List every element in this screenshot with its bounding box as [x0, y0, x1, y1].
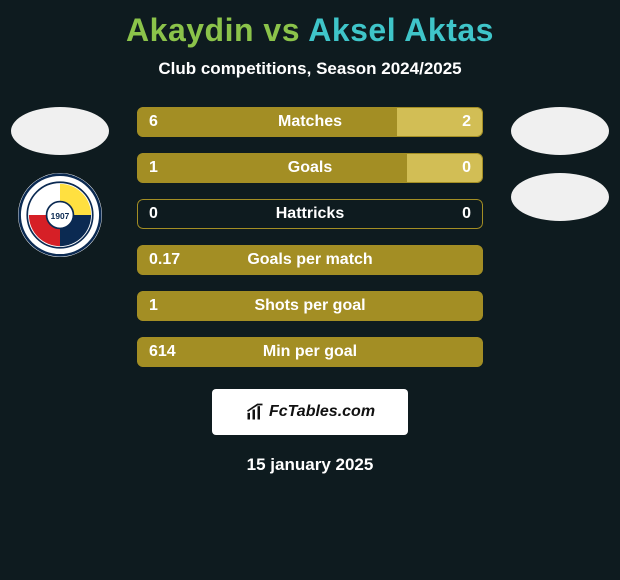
stat-label: Hattricks: [137, 199, 483, 229]
content: 1907 Matches62Goals10Hattricks00Goals pe…: [0, 107, 620, 475]
stat-value-right: 2: [462, 107, 471, 137]
player2-column: [510, 107, 610, 221]
subtitle: Club competitions, Season 2024/2025: [0, 59, 620, 79]
player1-name: Akaydin: [126, 12, 254, 48]
stat-label: Min per goal: [137, 337, 483, 367]
player1-column: 1907: [10, 107, 110, 257]
stat-row: Matches6 2: [137, 107, 483, 137]
footer-date: 15 january 2025: [0, 455, 620, 475]
stat-row: Min per goal614: [137, 337, 483, 367]
player2-photo: [511, 107, 609, 155]
player1-club-badge: 1907: [18, 173, 102, 257]
stat-label: Matches: [137, 107, 483, 137]
stat-value-left: 614: [149, 337, 176, 367]
stat-label: Shots per goal: [137, 291, 483, 321]
brand-chip: FcTables.com: [212, 389, 408, 435]
stat-value-left: 0.17: [149, 245, 180, 275]
stat-value-right: 0: [462, 199, 471, 229]
stats-bars: Matches62Goals10Hattricks00Goals per mat…: [137, 107, 483, 367]
stat-value-right: 0: [462, 153, 471, 183]
player2-club-badge: [511, 173, 609, 221]
brand-text: FcTables.com: [269, 403, 375, 421]
stat-row: Goals per match0.17: [137, 245, 483, 275]
stat-row: Shots per goal1: [137, 291, 483, 321]
vs-text: vs: [263, 12, 300, 48]
stat-label: Goals per match: [137, 245, 483, 275]
svg-text:1907: 1907: [51, 211, 70, 221]
player2-name: Aksel Aktas: [308, 12, 494, 48]
stat-value-left: 1: [149, 153, 158, 183]
stat-value-left: 0: [149, 199, 158, 229]
stat-row: Hattricks0 0: [137, 199, 483, 229]
stat-value-left: 1: [149, 291, 158, 321]
stat-label: Goals: [137, 153, 483, 183]
player1-photo: [11, 107, 109, 155]
stat-row: Goals1 0: [137, 153, 483, 183]
stat-value-left: 6: [149, 107, 158, 137]
brand-logo-icon: [245, 402, 265, 422]
comparison-title: Akaydin vs Aksel Aktas: [0, 0, 620, 49]
